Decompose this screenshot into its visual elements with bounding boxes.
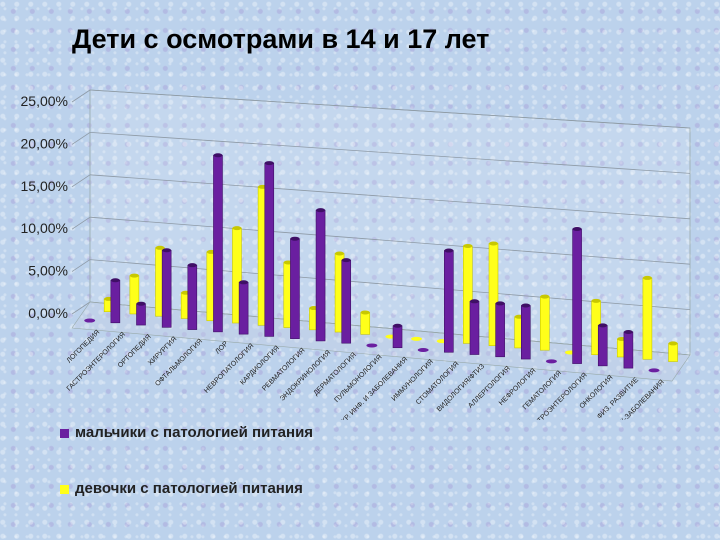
- bar-top-boys: [110, 278, 120, 283]
- bar-boys: [623, 331, 634, 369]
- bar-top-girls: [335, 251, 345, 256]
- bar-zero-boys: [545, 359, 557, 364]
- bar-top-girls: [668, 341, 678, 346]
- chart-title: Дети с осмотрами в 14 и 17 лет: [72, 24, 490, 54]
- bar-boys: [520, 305, 531, 360]
- bar-top-girls: [488, 241, 498, 246]
- bar-chart: 25,00%20,00%15,00%10,00%5,00%0,00%ЛОГОПЕ…: [21, 89, 691, 420]
- bar-girls: [539, 296, 550, 351]
- legend-swatch-girls: [60, 484, 69, 494]
- bar-boys: [495, 303, 505, 358]
- x-tick-label: ПУЛЬМОНОЛОГИЯ: [333, 354, 383, 404]
- gridline-side: [71, 259, 91, 272]
- bar-boys: [469, 300, 480, 355]
- bar-boys: [187, 264, 198, 330]
- bar-boys: [315, 209, 326, 342]
- bar-top-boys: [393, 323, 403, 328]
- bar-boys: [213, 154, 223, 333]
- x-tick-label: ЭНДОКРИНОЛОГИЯ: [279, 349, 332, 402]
- bar-top-girls: [591, 298, 601, 303]
- bar-zero-boys: [417, 347, 429, 352]
- bar-girls: [360, 312, 371, 335]
- bar-top-boys: [316, 208, 326, 213]
- bar-top-boys: [598, 323, 608, 328]
- y-tick-label: 15,00%: [21, 178, 68, 194]
- x-tick-label: ГАСТРОЭНТЕРОЛОГИЯ: [66, 331, 127, 392]
- bar-zero-girls: [411, 336, 423, 341]
- bar-boys: [136, 303, 146, 326]
- gridline-side: [71, 89, 91, 103]
- x-tick-label: ЛОР: [214, 340, 230, 356]
- x-tick-label: ОФТАЛЬМОЛОГИЯ: [154, 338, 204, 388]
- bar-top-boys: [623, 330, 633, 335]
- bar-top-boys: [469, 299, 479, 304]
- gridline: [89, 132, 691, 174]
- bar-top-girls: [232, 226, 242, 231]
- gridline: [89, 216, 691, 265]
- bar-top-boys: [444, 248, 454, 253]
- gridline: [89, 174, 691, 220]
- bar-boys: [597, 325, 608, 367]
- bar-girls: [668, 343, 678, 362]
- bar-boys: [238, 281, 249, 335]
- legend-swatch-boys: [60, 428, 69, 438]
- legend-label-boys: мальчики с патологией питания: [75, 424, 314, 441]
- bar-zero-boys: [648, 368, 660, 373]
- bar-boys: [341, 259, 352, 344]
- x-tick-label: ВИДОЛОГИЯ/ФТИЗ: [436, 363, 486, 413]
- bar-top-boys: [521, 303, 531, 308]
- bar-top-boys: [239, 280, 249, 285]
- gridline-side: [71, 174, 91, 188]
- bar-zero-boys: [366, 343, 378, 348]
- bar-boys: [264, 162, 275, 337]
- bar-top-girls: [155, 245, 165, 250]
- y-tick-label: 10,00%: [21, 220, 68, 236]
- bar-boys: [444, 250, 454, 353]
- bar-boys: [290, 238, 300, 339]
- bar-boys: [572, 228, 582, 364]
- y-tick-label: 5,00%: [28, 263, 68, 279]
- y-tick-label: 20,00%: [21, 135, 68, 151]
- bar-top-girls: [540, 294, 550, 299]
- bar-top-girls: [463, 243, 473, 248]
- bar-boys: [161, 249, 172, 328]
- bar-top-boys: [495, 301, 505, 306]
- bar-top-boys: [341, 258, 351, 263]
- legend-item-girls: девочки с патологией питания: [60, 480, 303, 497]
- gridline-side: [71, 301, 91, 315]
- bar-top-boys: [162, 248, 172, 253]
- y-tick-label: 0,00%: [28, 305, 68, 321]
- bar-top-boys: [187, 263, 197, 268]
- y-tick-label: 25,00%: [21, 93, 68, 109]
- gridline-side: [71, 132, 91, 145]
- bar-zero-boys: [84, 318, 96, 323]
- bar-top-girls: [129, 273, 139, 278]
- legend-label-girls: девочки с патологией питания: [75, 480, 303, 497]
- bar-top-girls: [360, 310, 370, 315]
- bar-top-boys: [572, 226, 582, 231]
- bar-boys: [110, 279, 121, 324]
- x-tick-label: НЕВРОПАТОЛОГИЯ: [203, 343, 255, 395]
- gridline: [89, 89, 691, 129]
- bar-girls: [642, 277, 653, 360]
- gridline-side: [71, 216, 91, 230]
- legend-item-boys: мальчики с патологией питания: [60, 424, 313, 441]
- bar-top-boys: [264, 161, 274, 166]
- bar-top-boys: [136, 301, 146, 306]
- bar-top-girls: [642, 275, 652, 280]
- bar-boys: [392, 325, 403, 349]
- bar-top-boys: [290, 236, 300, 241]
- bar-top-boys: [213, 153, 223, 158]
